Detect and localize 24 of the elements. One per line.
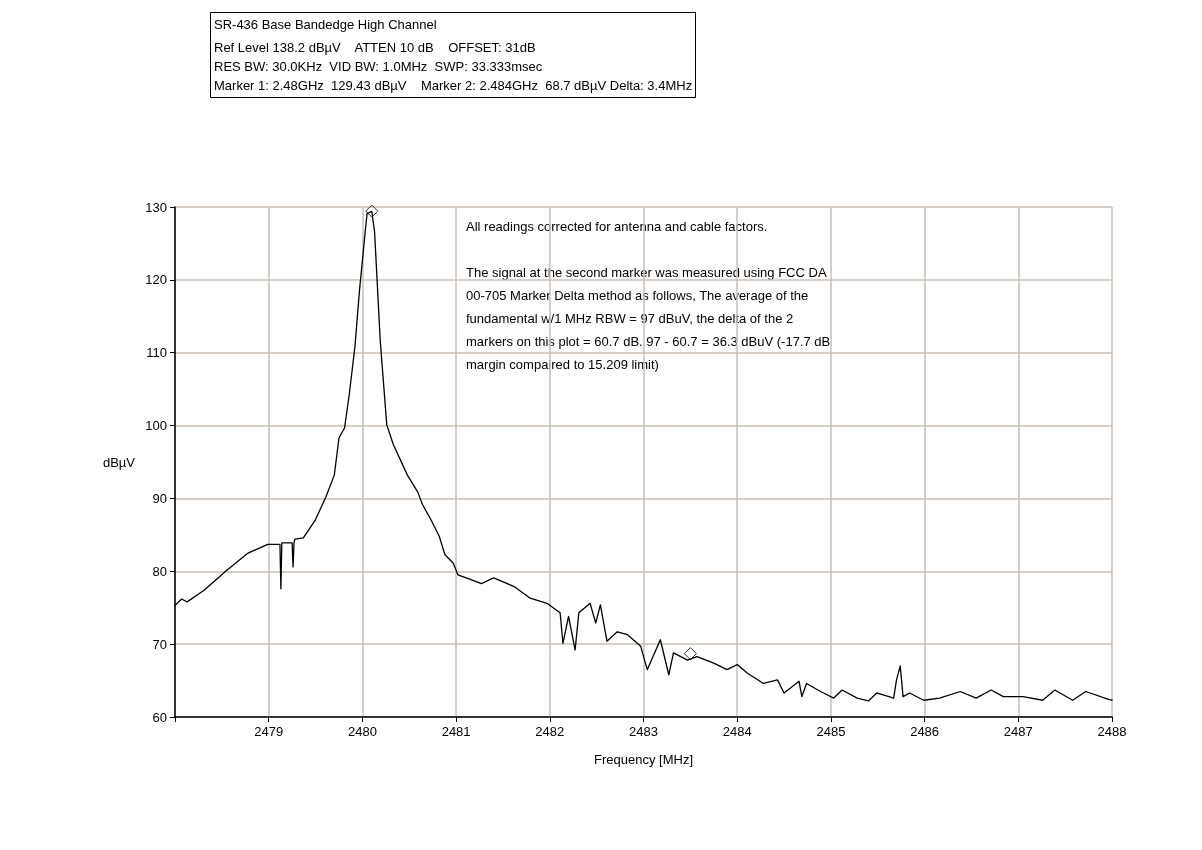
- y-tick-label: 60: [152, 709, 167, 725]
- x-tick-label: 2487: [1003, 724, 1033, 739]
- x-tick-label: 2484: [722, 724, 752, 739]
- y-tick-label: 110: [146, 345, 167, 361]
- y-tick-label: 80: [152, 563, 167, 579]
- y-tick-label: 90: [152, 490, 167, 506]
- x-tick-label: 2486: [910, 724, 940, 739]
- y-tick-label: 70: [152, 636, 167, 652]
- y-axis-title: dBµV: [102, 454, 136, 470]
- y-tick-label: 100: [145, 418, 167, 434]
- chart-title: SR-436 Base Bandedge High Channel: [214, 17, 437, 32]
- x-tick-label: 2485: [816, 724, 846, 739]
- x-tick-label: 2481: [441, 724, 471, 739]
- annotation: All readings corrected for antenna and cable factors.: [466, 219, 768, 234]
- annotation: The signal at the second marker was measured using FCC DA 00-705 Marker Delta method as follows, The average of the fundamental w/1 MHz RBW = 97 dBuV, the delta of the 2 markers on this plot = 60.7 dB. 97 - 60.7 = 36.3 dBuV (-17.7 dB margin compaired to 15.209 limit): [466, 265, 831, 372]
- x-tick-label: 2480: [347, 724, 377, 739]
- y-tick-label: 130: [145, 199, 167, 215]
- x-tick-label: 2479: [254, 724, 284, 739]
- chart-subtitle: Ref Level 138.2 dBµV ATTEN 10 dB OFFSET: 31dB RES BW: 30.0KHz VID BW: 1.0MHz SWP: 33.333msec Marker 1: 2.48GHz 129.43 dBµV Marker 2: 2.484GHz 68.7 dBµV Delta: 3.4MHz: [214, 40, 693, 93]
- y-tick-label: 120: [145, 272, 167, 288]
- x-tick-label: 2482: [535, 724, 565, 739]
- x-tick-label: 2483: [629, 724, 658, 739]
- x-axis-title: Frequency [MHz]: [594, 752, 693, 767]
- x-tick-label: 2488: [1097, 724, 1127, 739]
